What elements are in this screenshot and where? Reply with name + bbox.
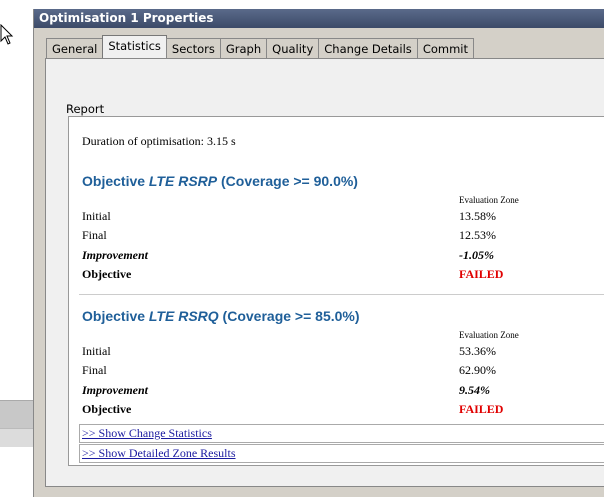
row-value: FAILED — [459, 401, 504, 416]
row-label: Objective — [82, 401, 132, 416]
row-label: Improvement — [82, 382, 148, 397]
row-value: 13.58% — [459, 209, 496, 223]
heading-part: Objective — [82, 308, 149, 324]
heading-part: (Coverage >= 90.0%) — [217, 173, 358, 189]
report-link[interactable]: >> Show Change Statistics — [79, 424, 604, 443]
row-label: Final — [82, 363, 107, 378]
report-label: Report — [66, 102, 105, 116]
separator — [79, 294, 604, 295]
tab[interactable]: Quality — [266, 38, 320, 58]
tab[interactable]: Change Details — [318, 38, 418, 58]
dialog: Optimisation 1 Properties Report Duratio… — [33, 9, 604, 497]
row-label: Objective — [82, 266, 132, 281]
cursor — [0, 24, 14, 45]
zone-header: Evaluation Zone — [459, 330, 519, 340]
objective-heading: Objective LTE RSRQ (Coverage >= 85.0%) — [82, 308, 360, 324]
duration: Duration of optimisation: 3.15 s — [82, 134, 236, 148]
heading-part: LTE RSRP — [148, 173, 218, 189]
title-bar: Optimisation 1 Properties — [34, 9, 604, 28]
background-bar — [0, 400, 33, 429]
tab-panel: Report Duration of optimisation: 3.15 s O… — [45, 58, 604, 487]
heading-part: Objective — [82, 173, 149, 189]
row-value: 9.54% — [459, 382, 490, 397]
objective-heading: Objective LTE RSRP (Coverage >= 90.0%) — [82, 173, 358, 189]
heading-part: (Coverage >= 85.0%) — [218, 308, 360, 324]
tab-strip: General Statistics Sectors Graph Quality Chan… — [46, 35, 474, 59]
row-label: Improvement — [82, 247, 148, 262]
row-label: Final — [82, 228, 107, 243]
tab[interactable]: Commit — [416, 38, 474, 58]
row-label: Initial — [82, 209, 111, 223]
row-value: -1.05% — [459, 247, 494, 262]
tab[interactable]: Graph — [219, 38, 268, 58]
heading-part: LTE RSRQ — [148, 308, 219, 324]
report-box: Duration of optimisation: 3.15 s Objectiv… — [68, 116, 604, 466]
tab[interactable]: General — [46, 38, 104, 58]
report-link[interactable]: >> Show Detailed Zone Results — [79, 444, 604, 463]
row-label: Initial — [82, 344, 111, 358]
zone-header: Evaluation Zone — [459, 195, 519, 205]
row-value: FAILED — [459, 266, 504, 281]
row-value: 53.36% — [459, 344, 496, 358]
window-title: Optimisation 1 Properties — [39, 11, 214, 25]
tab[interactable]: Sectors — [165, 38, 221, 58]
background-bar — [0, 428, 33, 447]
tab[interactable]: Statistics — [102, 35, 167, 58]
row-value: 62.90% — [459, 363, 496, 378]
row-value: 12.53% — [459, 228, 496, 243]
